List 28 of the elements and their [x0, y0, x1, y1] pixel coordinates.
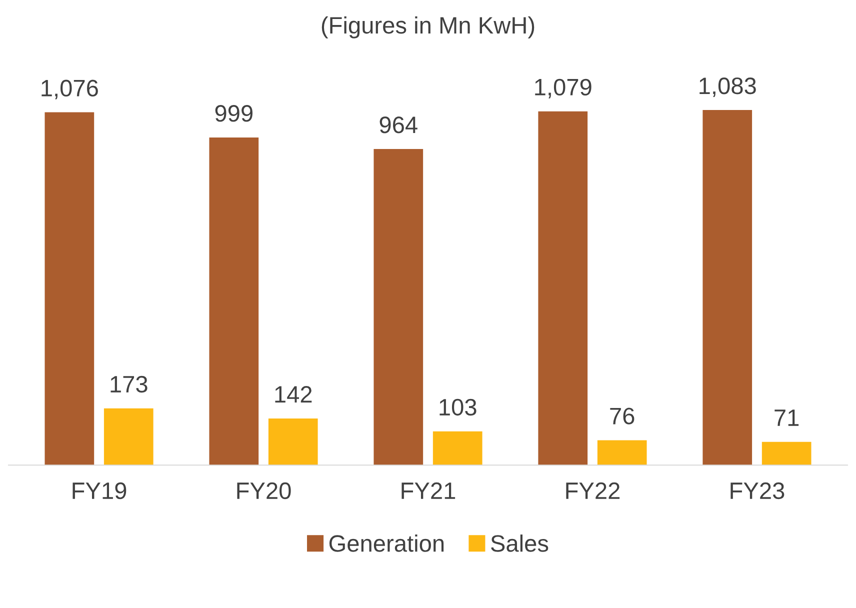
data-label: 1,083 [700, 78, 756, 98]
data-label: 173 [110, 376, 148, 393]
x-tick-label: FY20 [237, 482, 291, 500]
x-tick-label: FY21 [402, 482, 456, 499]
bar [597, 440, 647, 466]
data-label: 103 [440, 398, 476, 416]
bar [44, 112, 94, 466]
legend-label: Sales [491, 534, 548, 552]
bar [268, 418, 318, 466]
bar [432, 431, 482, 466]
data-label: 999 [215, 105, 252, 122]
bar [209, 138, 259, 466]
legend-label: Generation [329, 534, 444, 552]
bar [374, 149, 424, 466]
data-label: 964 [380, 116, 418, 134]
x-tick-label: FY23 [730, 482, 784, 500]
chart-title: (Figures in Mn KwH) [322, 16, 534, 38]
bar [762, 442, 812, 466]
data-label: 1,076 [42, 80, 98, 100]
x-tick-label: FY22 [566, 482, 620, 499]
data-label: 76 [610, 408, 634, 424]
bar [104, 408, 154, 466]
bar [702, 110, 752, 466]
x-tick-label: FY19 [72, 482, 126, 500]
data-label: 142 [275, 386, 312, 403]
bar [538, 111, 588, 466]
data-label: 71 [774, 410, 799, 426]
data-label: 1,079 [535, 78, 592, 98]
